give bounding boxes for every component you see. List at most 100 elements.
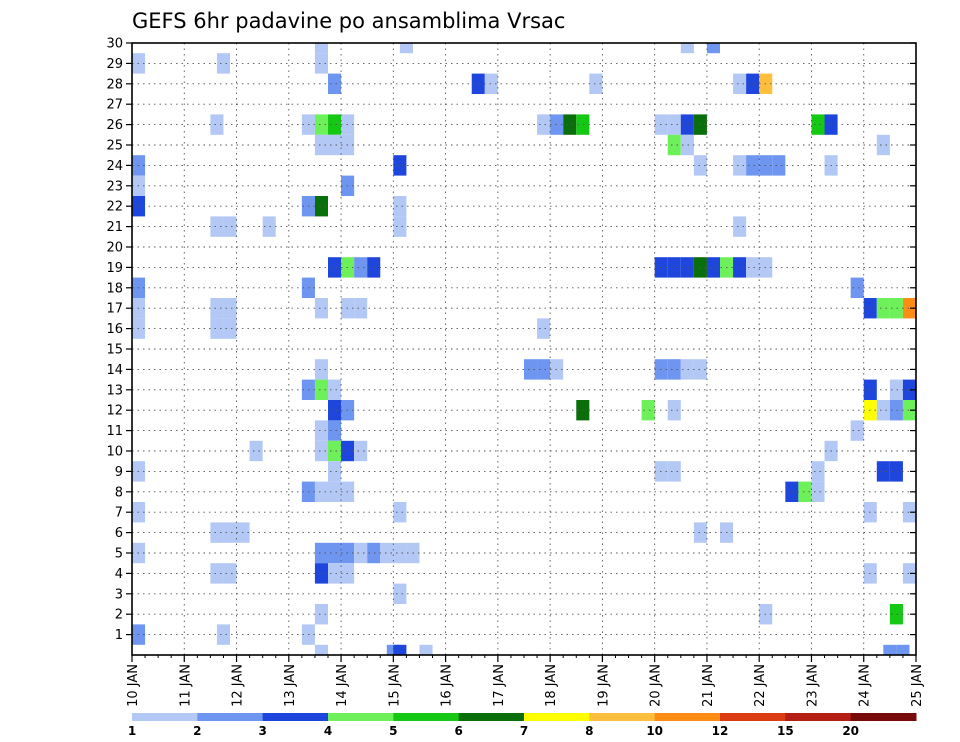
- color-legend: 1 2 3 4 5 6 7 8 10 12 15 20: [128, 713, 917, 738]
- y-tick-label: 3: [115, 587, 123, 602]
- y-tick-label: 9: [115, 465, 123, 480]
- y-tick-label: 4: [115, 567, 123, 582]
- x-tick-label: 22 JAN: [753, 664, 768, 707]
- heat-cell: [314, 563, 328, 584]
- y-tick-label: 17: [106, 302, 123, 317]
- heat-cell: [706, 43, 720, 54]
- legend-label: 3: [258, 724, 266, 738]
- heat-cell: [733, 216, 747, 237]
- heat-cell: [314, 134, 328, 156]
- heat-cell: [328, 481, 342, 502]
- heat-cell: [667, 114, 681, 135]
- heat-cell: [314, 359, 328, 380]
- x-tick-label: 10 JAN: [126, 664, 141, 707]
- heat-cell: [393, 216, 407, 237]
- y-tick-label: 1: [115, 628, 123, 643]
- heat-cell: [354, 440, 368, 462]
- heat-cell: [902, 563, 916, 584]
- heat-cell: [314, 53, 328, 74]
- y-tick-label: 22: [106, 200, 123, 215]
- heat-cell: [471, 73, 485, 94]
- heat-cell: [484, 73, 498, 94]
- heat-cell: [393, 196, 407, 217]
- y-tick-label: 7: [115, 506, 123, 521]
- heat-cell: [210, 216, 224, 237]
- heat-cell: [680, 359, 694, 380]
- heat-cell: [680, 43, 694, 54]
- heat-cell: [393, 542, 407, 564]
- legend-swatch: [197, 713, 264, 721]
- x-tick-label: 13 JAN: [283, 664, 298, 707]
- y-tick-label: 5: [115, 547, 123, 562]
- heat-cell: [667, 400, 681, 421]
- heat-cell: [328, 440, 342, 462]
- heat-cell: [328, 73, 342, 94]
- x-tick-label: 11 JAN: [178, 664, 193, 707]
- heat-cell: [419, 644, 433, 655]
- y-tick-label: 12: [106, 404, 123, 419]
- heat-cell: [399, 43, 413, 54]
- heat-cell: [876, 400, 890, 421]
- legend-label: 5: [389, 724, 397, 738]
- y-tick-label: 2: [115, 608, 123, 623]
- x-tick-label: 23 JAN: [805, 664, 820, 707]
- heat-cell: [641, 400, 655, 421]
- legend-swatch: [328, 713, 394, 721]
- legend-swatch: [458, 713, 525, 721]
- y-tick-label: 19: [106, 261, 123, 276]
- heat-cell: [902, 379, 916, 400]
- heat-cell: [667, 461, 681, 482]
- heat-cell: [380, 542, 394, 564]
- legend-label: 15: [777, 724, 794, 738]
- y-tick-label: 29: [106, 57, 123, 72]
- heat-cell: [354, 257, 368, 278]
- legend-label: 12: [712, 724, 729, 738]
- heat-cell: [589, 73, 603, 94]
- heat-cell: [223, 563, 237, 584]
- x-tick-label: 17 JAN: [492, 664, 507, 707]
- heat-cell: [537, 359, 551, 380]
- x-tick-label: 18 JAN: [544, 664, 559, 707]
- heat-cell: [393, 155, 407, 176]
- y-tick-label: 23: [106, 179, 123, 194]
- heat-cell: [328, 563, 342, 584]
- heat-cell: [889, 461, 903, 482]
- y-tick-label: 6: [115, 526, 123, 541]
- x-tick-label: 20 JAN: [649, 664, 664, 707]
- y-tick-label: 13: [106, 383, 123, 398]
- heat-cell: [889, 298, 903, 319]
- heat-cell: [902, 400, 916, 421]
- heat-cell: [896, 644, 910, 655]
- heat-cell: [216, 53, 230, 74]
- heat-cell: [706, 257, 720, 278]
- y-tick-label: 10: [106, 445, 123, 460]
- legend-label: 7: [520, 724, 528, 738]
- heat-cell: [223, 522, 237, 543]
- heat-cell: [328, 400, 342, 421]
- heat-cell: [693, 522, 707, 543]
- legend-swatch: [393, 713, 460, 721]
- heat-cell: [328, 461, 342, 482]
- heat-cell: [889, 400, 903, 421]
- heat-cell: [314, 644, 328, 655]
- y-tick-label: 15: [106, 343, 123, 358]
- heat-cell: [733, 257, 747, 278]
- heat-cell: [811, 461, 825, 482]
- legend-label: 6: [454, 724, 462, 738]
- heat-cell: [693, 114, 707, 135]
- heat-cell: [693, 257, 707, 278]
- heat-cell: [876, 298, 890, 319]
- heat-cell: [680, 257, 694, 278]
- heat-cell: [850, 420, 864, 441]
- heat-cell: [680, 134, 694, 156]
- heat-cell: [262, 216, 276, 237]
- gridlines: [132, 42, 916, 655]
- legend-label: 20: [842, 724, 859, 738]
- heat-cell: [367, 542, 381, 564]
- heat-cell: [354, 298, 368, 319]
- heat-cell: [667, 359, 681, 380]
- heat-cell: [576, 400, 590, 421]
- heat-cell: [314, 440, 328, 462]
- x-tick-label: 25 JAN: [910, 664, 925, 707]
